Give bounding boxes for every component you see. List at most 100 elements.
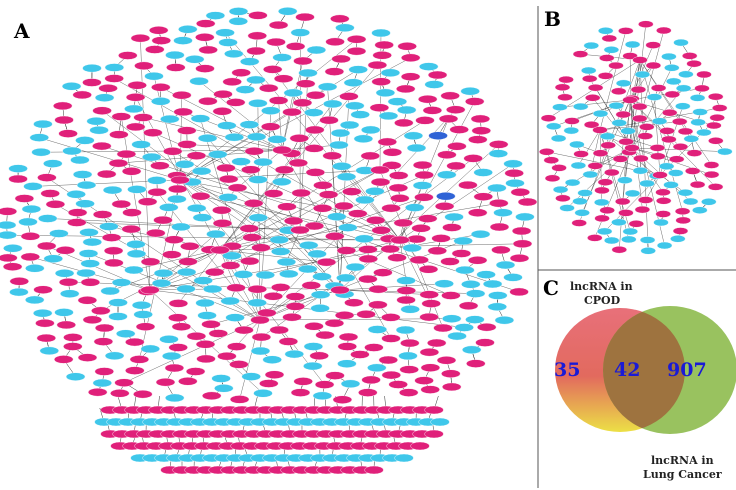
network-node bbox=[190, 191, 211, 201]
network-node bbox=[146, 228, 166, 238]
network-node bbox=[393, 218, 413, 228]
network-node bbox=[564, 178, 581, 187]
network-node bbox=[554, 83, 571, 92]
network-node bbox=[18, 217, 38, 227]
network-node bbox=[224, 49, 244, 58]
network-node bbox=[160, 114, 180, 124]
network-node bbox=[544, 174, 561, 183]
network-node bbox=[656, 197, 672, 205]
network-node bbox=[8, 164, 28, 173]
network-node bbox=[76, 268, 96, 278]
network-node bbox=[656, 26, 672, 35]
network-node bbox=[350, 350, 370, 359]
network-node bbox=[583, 120, 600, 129]
network-node bbox=[388, 380, 408, 389]
network-node bbox=[9, 277, 29, 286]
network-node bbox=[151, 279, 172, 288]
network-node bbox=[703, 161, 720, 169]
network-node bbox=[511, 226, 532, 236]
network-node bbox=[594, 214, 610, 223]
network-node bbox=[168, 343, 188, 352]
network-node bbox=[468, 208, 488, 217]
network-node bbox=[388, 183, 409, 193]
network-node bbox=[268, 20, 289, 30]
network-hub-node bbox=[370, 165, 390, 175]
network-node bbox=[381, 313, 401, 322]
network-node bbox=[131, 140, 151, 149]
network-node bbox=[92, 210, 113, 219]
network-node bbox=[473, 192, 493, 201]
network-node bbox=[76, 180, 97, 190]
network-node bbox=[390, 194, 410, 203]
panel-letter-a: A bbox=[13, 19, 30, 43]
network-node bbox=[212, 205, 232, 215]
network-node bbox=[25, 295, 45, 305]
network-node bbox=[99, 222, 119, 231]
network-node bbox=[268, 96, 289, 105]
network-node bbox=[638, 20, 654, 28]
network-edge bbox=[594, 147, 633, 238]
network-node bbox=[510, 187, 530, 197]
network-node bbox=[381, 203, 401, 213]
network-edge bbox=[239, 319, 261, 400]
network-node bbox=[177, 126, 197, 135]
network-node bbox=[247, 31, 267, 40]
network-node bbox=[135, 322, 156, 331]
network-node bbox=[706, 121, 722, 130]
network-node bbox=[608, 61, 624, 70]
network-node bbox=[94, 367, 115, 376]
network-node bbox=[371, 226, 391, 235]
network-node bbox=[670, 235, 686, 243]
network-node bbox=[101, 233, 122, 242]
network-node bbox=[269, 325, 289, 335]
network-node bbox=[594, 186, 610, 195]
network-node bbox=[304, 108, 324, 117]
network-node bbox=[323, 99, 343, 109]
network-node bbox=[367, 60, 388, 70]
network-node bbox=[241, 372, 261, 381]
network-node bbox=[291, 188, 311, 198]
network-node bbox=[161, 351, 182, 361]
network-node bbox=[694, 84, 710, 93]
venn-right-label-line2: Lung Cancer bbox=[643, 468, 722, 481]
network-node bbox=[353, 134, 374, 144]
network-node bbox=[618, 209, 634, 217]
network-node bbox=[248, 11, 268, 20]
network-node bbox=[63, 333, 83, 342]
network-edge bbox=[332, 155, 341, 291]
network-node bbox=[228, 7, 249, 16]
network-node bbox=[467, 256, 488, 265]
network-node bbox=[310, 290, 331, 299]
network-node bbox=[573, 102, 589, 111]
network-node bbox=[77, 296, 98, 305]
network-node bbox=[639, 123, 655, 131]
network-node bbox=[312, 272, 332, 281]
network-node bbox=[267, 135, 287, 144]
panel-letter-b: B bbox=[544, 7, 561, 31]
network-node bbox=[649, 144, 666, 152]
network-edge bbox=[39, 137, 181, 181]
network-node bbox=[336, 172, 357, 182]
network-node bbox=[571, 219, 587, 227]
network-node bbox=[406, 143, 427, 153]
network-node bbox=[419, 62, 439, 71]
network-node bbox=[261, 122, 281, 131]
network-node bbox=[453, 236, 473, 246]
network-node bbox=[401, 53, 421, 62]
network-node bbox=[367, 325, 388, 334]
network-node bbox=[214, 384, 234, 393]
network-node bbox=[164, 235, 184, 244]
network-hub-node bbox=[652, 171, 668, 179]
network-node bbox=[449, 125, 469, 134]
network-node bbox=[290, 388, 311, 397]
network-node bbox=[509, 254, 530, 263]
network-node bbox=[127, 81, 147, 90]
network-node bbox=[444, 212, 464, 222]
network-node bbox=[198, 96, 218, 106]
network-node bbox=[615, 197, 631, 206]
network-node bbox=[371, 28, 391, 38]
network-node bbox=[637, 196, 654, 204]
network-node bbox=[345, 262, 366, 272]
network-node bbox=[96, 169, 117, 179]
network-node bbox=[582, 74, 598, 83]
